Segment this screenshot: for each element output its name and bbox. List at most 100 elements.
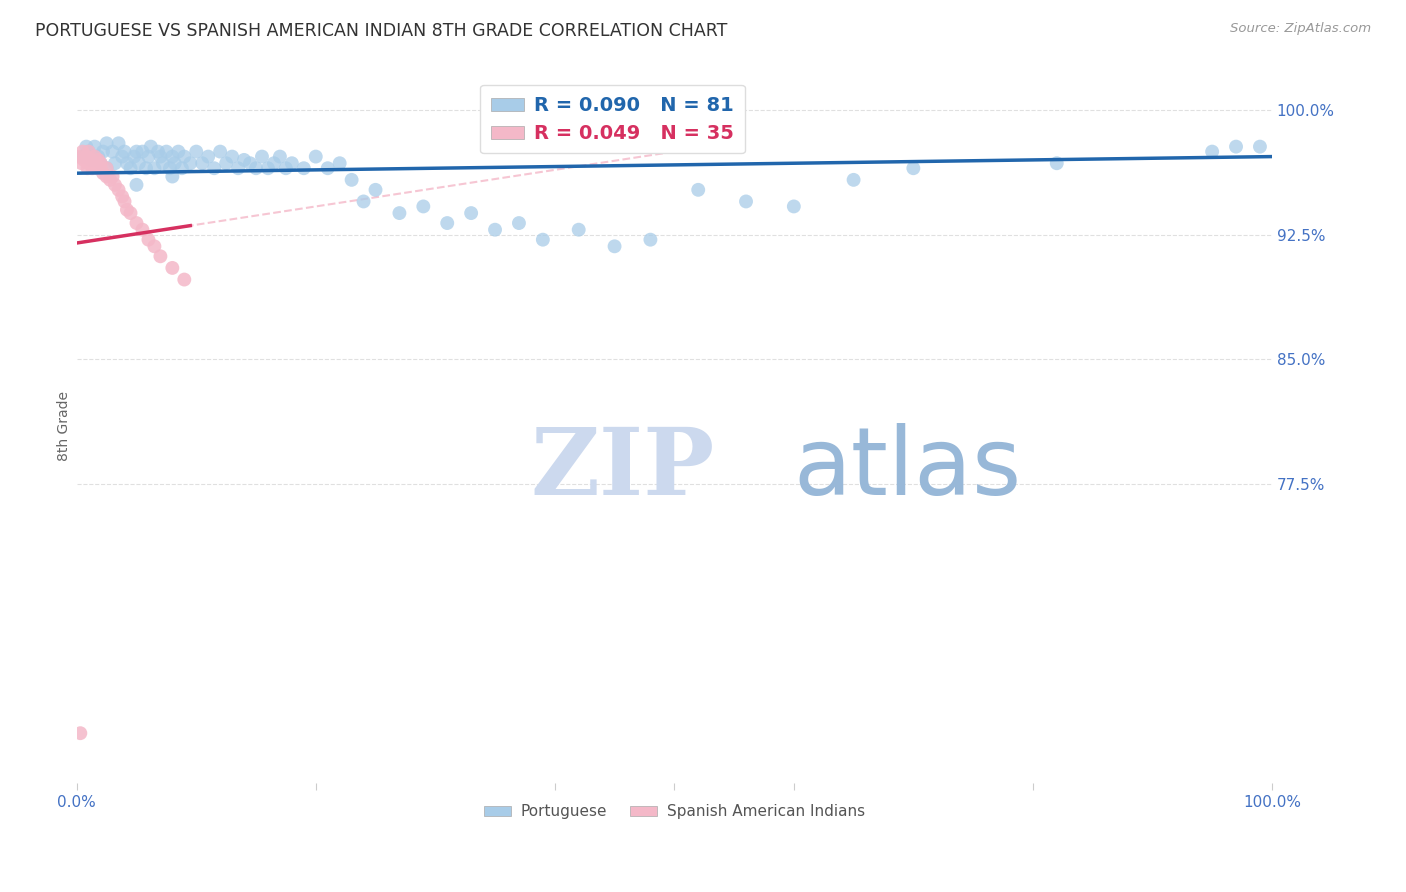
Point (162, 169, 184, 184)
Point (125, 216, 148, 230)
Point (274, 161, 297, 176)
Point (72, 150, 94, 164)
Point (83, 156, 105, 170)
Point (104, 178, 127, 192)
Point (340, 173, 363, 187)
Point (305, 150, 328, 164)
Point (75, 139, 97, 153)
Point (90, 156, 112, 170)
Point (120, 161, 142, 176)
Text: PORTUGUESE VS SPANISH AMERICAN INDIAN 8TH GRADE CORRELATION CHART: PORTUGUESE VS SPANISH AMERICAN INDIAN 8T… (35, 22, 727, 40)
Point (640, 233, 662, 247)
Point (114, 194, 136, 209)
Point (80, 153, 103, 167)
Point (688, 183, 710, 197)
Point (75, 150, 97, 164)
Point (125, 145, 148, 159)
Point (239, 156, 262, 170)
Point (152, 156, 174, 170)
Point (131, 223, 153, 237)
Point (215, 156, 238, 170)
Point (531, 233, 554, 247)
Point (107, 183, 129, 197)
Point (903, 161, 925, 176)
Point (209, 145, 232, 159)
Point (316, 161, 339, 176)
Point (179, 156, 201, 170)
Point (186, 145, 208, 159)
Point (162, 150, 184, 164)
Point (96, 136, 118, 151)
Point (82, 161, 104, 176)
Point (101, 169, 124, 184)
Point (91, 166, 114, 180)
Point (1201, 145, 1223, 159)
Point (135, 161, 157, 176)
Point (281, 156, 304, 170)
Point (263, 156, 285, 170)
Point (783, 199, 806, 213)
Point (115, 156, 138, 170)
Text: ZIP: ZIP (531, 424, 716, 514)
Point (149, 150, 172, 164)
Legend: Portuguese, Spanish American Indians: Portuguese, Spanish American Indians (478, 798, 870, 825)
Text: Source: ZipAtlas.com: Source: ZipAtlas.com (1230, 22, 1371, 36)
Point (388, 206, 411, 220)
Point (364, 183, 387, 197)
Point (96, 161, 118, 176)
Point (69, 726, 91, 740)
Point (508, 216, 530, 230)
Point (1046, 156, 1069, 170)
Point (114, 145, 136, 159)
Point (96, 169, 118, 184)
Point (221, 150, 243, 164)
Point (83, 150, 105, 164)
Point (197, 150, 219, 164)
Point (77, 145, 100, 159)
Point (202, 161, 225, 176)
Point (143, 161, 166, 176)
Point (120, 206, 142, 220)
Point (76, 161, 98, 176)
Point (167, 145, 190, 159)
Point (1225, 139, 1247, 153)
Point (460, 206, 482, 220)
Point (90, 156, 112, 170)
Point (173, 272, 195, 286)
Point (436, 216, 458, 230)
Point (250, 150, 273, 164)
Point (159, 161, 181, 176)
Point (73, 153, 96, 167)
Point (292, 161, 315, 176)
Point (72, 145, 94, 159)
Point (83, 139, 105, 153)
Point (90, 161, 112, 176)
Point (77, 156, 100, 170)
Point (842, 173, 865, 187)
Point (269, 150, 291, 164)
Point (146, 145, 169, 159)
Point (122, 150, 145, 164)
Point (138, 233, 160, 247)
Point (1249, 139, 1271, 153)
Point (98, 173, 121, 187)
Point (191, 156, 214, 170)
Point (80, 153, 103, 167)
Point (87, 153, 110, 167)
Point (163, 156, 186, 170)
Point (77, 145, 100, 159)
Point (412, 199, 434, 213)
Point (139, 139, 162, 153)
Point (128, 156, 150, 170)
Point (125, 178, 148, 192)
Y-axis label: 8th Grade: 8th Grade (58, 391, 72, 461)
Point (91, 145, 114, 159)
Point (87, 150, 110, 164)
Point (353, 194, 375, 209)
Point (96, 161, 118, 176)
Point (155, 145, 177, 159)
Point (170, 161, 193, 176)
Point (162, 260, 184, 275)
Point (101, 145, 124, 159)
Point (173, 150, 195, 164)
